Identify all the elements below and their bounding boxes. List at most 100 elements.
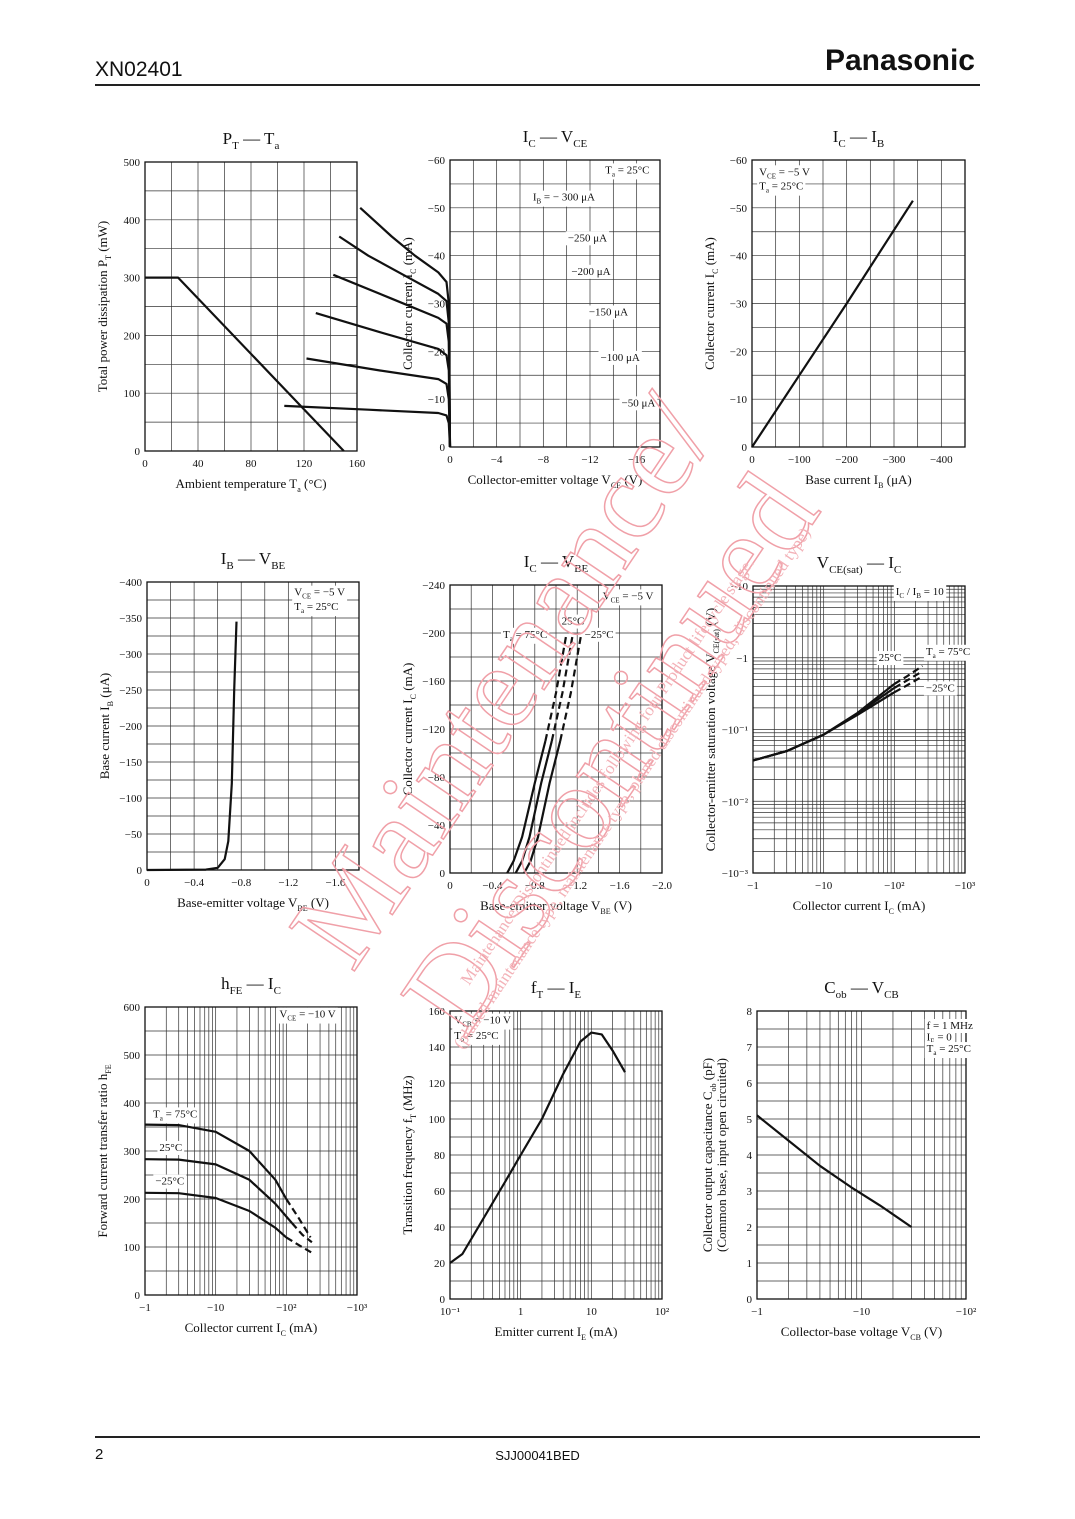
series-line (315, 312, 452, 448)
x-axis-label: Base-emitter voltage VBE (V) (177, 895, 329, 913)
x-tick-label: 80 (246, 458, 258, 470)
annotation-part: CE (611, 596, 620, 604)
y-axis-label-part: (mA) (400, 663, 415, 694)
annotation-bg (923, 681, 957, 696)
annotation-bg (586, 305, 631, 320)
annotation-bg (153, 1174, 187, 1189)
annotation-bg (452, 1013, 514, 1030)
annotation-part: a (933, 1049, 937, 1057)
x-tick-label: −100 (788, 454, 811, 466)
y-tick-label: 6 (747, 1078, 753, 1090)
y-tick-label: 2 (747, 1222, 753, 1234)
chart-title-part: T (232, 140, 239, 152)
series-group (506, 632, 583, 874)
annotation-part: = 25°C (615, 164, 649, 176)
annotation-bg (452, 1028, 501, 1045)
y-tick-label: −40 (428, 820, 446, 832)
x-axis-label-part: Ambient temperature T (175, 476, 297, 491)
chart-title-part: — V (537, 552, 575, 571)
y-tick-label: 0 (742, 442, 748, 454)
x-tick-label: −10² (956, 1306, 977, 1318)
annotation-bg (151, 1107, 200, 1124)
annotation: 25°C (879, 652, 902, 664)
annotation: Ta = 25°C (927, 1043, 971, 1057)
x-tick-label: 0 (749, 454, 755, 466)
annotation-part: CE (287, 1015, 296, 1023)
annotation-part: B (916, 592, 921, 600)
y-axis-label-part: T (104, 255, 113, 260)
x-tick-label: −200 (835, 454, 858, 466)
x-tick-label: −10 (853, 1306, 871, 1318)
y-tick-label: 120 (429, 1078, 446, 1090)
y-tick-label: −10 (428, 394, 446, 406)
annotation-part: C (899, 592, 904, 600)
annotation-part: V (279, 1009, 287, 1021)
x-tick-label: −1.6 (610, 880, 630, 892)
x-axis-label: Collector-base voltage VCB (V) (781, 1324, 942, 1342)
y-axis-label-part: (μA) (97, 673, 112, 701)
x-tick-label: 160 (349, 458, 366, 470)
y-axis-label: Collector output capacitance Cob (pF) (700, 1058, 718, 1252)
chart-title: hFE — IC (221, 974, 281, 997)
annotation: Ta = 25°C (454, 1030, 498, 1044)
annotation-part: I (927, 1032, 931, 1044)
x-tick-label: −16 (628, 454, 646, 466)
y-axis-label: Forward current transfer ratio hFE (95, 1064, 113, 1237)
y-axis-label: Collector-emitter saturation voltage VCE… (703, 608, 721, 851)
x-tick-label: −10² (884, 880, 905, 892)
x-tick-label: 0 (447, 880, 453, 892)
y-axis-label-part: (mA) (702, 237, 717, 268)
grid (146, 581, 360, 871)
annotation-part: I (533, 192, 537, 204)
x-axis-label-part: Collector current I (185, 1320, 281, 1335)
y-tick-label: 160 (429, 1006, 446, 1018)
doc-code: SJJ00041BED (495, 1448, 580, 1463)
page-number: 2 (95, 1446, 104, 1463)
annotation: VCB = −10 V (454, 1015, 511, 1029)
chart-title-part: P (223, 129, 232, 148)
chart-title-part: C (528, 138, 535, 150)
y-axis-label-part: (pF) (700, 1058, 715, 1084)
y-tick-label: 5 (747, 1114, 753, 1126)
series-group (751, 200, 914, 448)
y-tick-label: −10⁻¹ (722, 725, 748, 737)
annotation: 25°C (159, 1142, 182, 1154)
y-axis-label-part: (mA) (400, 237, 415, 268)
x-axis-label-part: (μA) (883, 472, 911, 487)
y-axis-label: Collector current IC (mA) (400, 663, 418, 796)
x-axis-label: Ambient temperature Ta (°C) (175, 476, 326, 494)
annotation-part: V (759, 166, 767, 178)
y-tick-label: −80 (428, 772, 446, 784)
x-tick-label: −1 (747, 880, 759, 892)
annotation-part: / I (904, 586, 917, 598)
y-axis-label: Collector current IC (mA) (400, 237, 418, 370)
footer-rule (95, 1436, 980, 1438)
annotation-part: a (510, 635, 514, 643)
annotation: Ta = 75°C (926, 646, 970, 660)
y-tick-label: −120 (422, 724, 445, 736)
annotation: VCE = −5 V (603, 590, 654, 604)
series-group (146, 621, 238, 872)
y-axis-label-part: Transition frequency f (400, 1118, 415, 1234)
series-line (359, 206, 452, 448)
y-tick-label: −50 (428, 203, 446, 215)
annotation-part: −50 μA (622, 397, 656, 409)
x-tick-label: −0.4 (184, 877, 204, 889)
chart-title-part: B (877, 138, 884, 150)
annotation-part: T (759, 181, 766, 193)
chart-title-part: BE (271, 560, 285, 572)
annotation-part: f = 1 MHz (927, 1020, 973, 1032)
annotation-part: 25°C (562, 616, 585, 628)
grid (449, 584, 663, 874)
annotation-part: B (537, 198, 542, 206)
x-tick-label: −8 (537, 454, 549, 466)
x-axis-label: Collector current IC (mA) (793, 898, 926, 916)
x-axis-label-part: (V) (621, 472, 642, 487)
x-axis-label-part: (°C) (301, 476, 327, 491)
x-tick-label: −1 (751, 1306, 763, 1318)
y-tick-label: 100 (124, 388, 141, 400)
annotation: −100 μA (601, 352, 640, 364)
